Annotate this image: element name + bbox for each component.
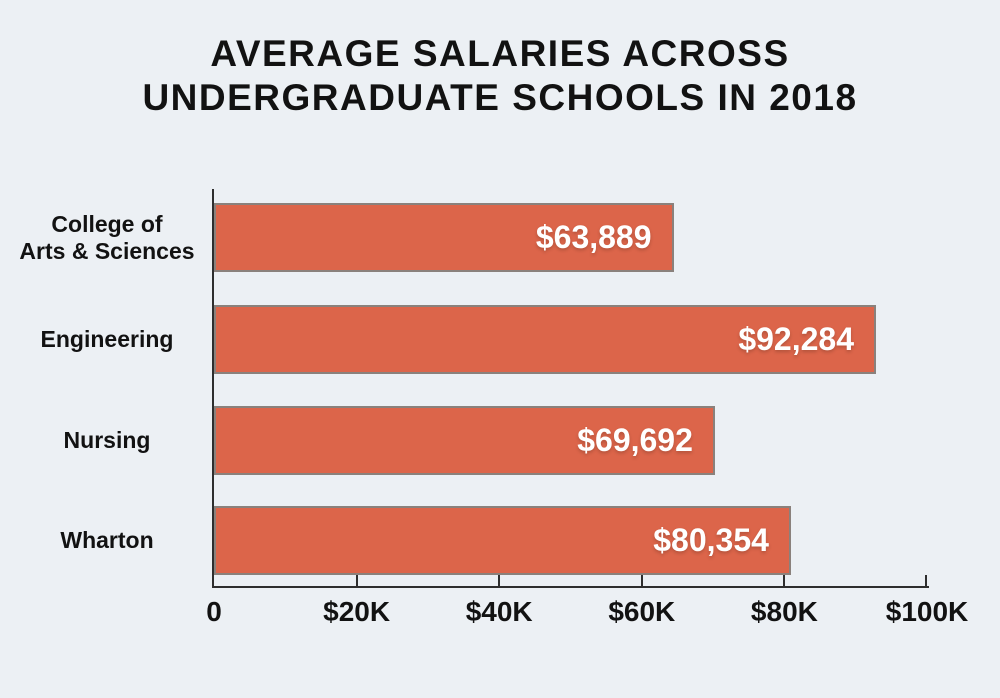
x-tick-label-100k: $100K xyxy=(885,596,969,627)
category-label-line: Nursing xyxy=(63,427,151,453)
bar-row-engineering: Engineering $92,284 xyxy=(0,305,1000,374)
x-axis-tick xyxy=(783,575,786,586)
value-label-college-of-arts-and-sciences: $63,889 xyxy=(535,219,652,255)
x-axis-tick xyxy=(640,575,643,586)
category-label-line: Engineering xyxy=(40,326,174,352)
bar-wharton: $80,354 xyxy=(214,506,791,575)
chart-title-line-2: UNDERGRADUATE SCHOOLS IN 2018 xyxy=(142,77,858,118)
value-label-wharton: $80,354 xyxy=(653,522,769,558)
bar-row-college-of-arts-and-sciences: College of Arts & Sciences $63,889 xyxy=(0,203,1000,272)
x-axis-tick xyxy=(498,575,501,586)
y-axis-line xyxy=(212,189,214,588)
value-label-nursing: $69,692 xyxy=(577,422,693,458)
chart-title: AVERAGE SALARIES ACROSS UNDERGRADUATE SC… xyxy=(0,32,1000,120)
category-label-college-of-arts-and-sciences: College of Arts & Sciences xyxy=(8,203,206,272)
category-label-line: College of xyxy=(51,210,163,237)
x-tick-label-0: 0 xyxy=(206,596,222,627)
bar-row-wharton: Wharton $80,354 xyxy=(0,506,1000,575)
x-tick-label-80k: $80K xyxy=(750,596,818,627)
value-label-engineering: $92,284 xyxy=(738,321,854,357)
x-axis-tick xyxy=(355,575,358,586)
category-label-line: Arts & Sciences xyxy=(19,237,195,264)
chart-title-line-1: AVERAGE SALARIES ACROSS xyxy=(210,33,790,74)
x-tick-label-20k: $20K xyxy=(323,596,391,627)
x-axis-tick xyxy=(925,575,927,586)
x-axis-line xyxy=(212,586,929,588)
category-label-engineering: Engineering xyxy=(8,305,206,374)
x-tick-label-60k: $60K xyxy=(608,596,676,627)
category-label-nursing: Nursing xyxy=(8,406,206,475)
category-label-wharton: Wharton xyxy=(8,506,206,575)
x-tick-label-40k: $40K xyxy=(465,596,533,627)
bar-nursing: $69,692 xyxy=(214,406,715,475)
bar-engineering: $92,284 xyxy=(214,305,876,374)
bar-row-nursing: Nursing $69,692 xyxy=(0,406,1000,475)
bar-college-of-arts-and-sciences: $63,889 xyxy=(214,203,674,272)
category-label-line: Wharton xyxy=(60,527,154,553)
